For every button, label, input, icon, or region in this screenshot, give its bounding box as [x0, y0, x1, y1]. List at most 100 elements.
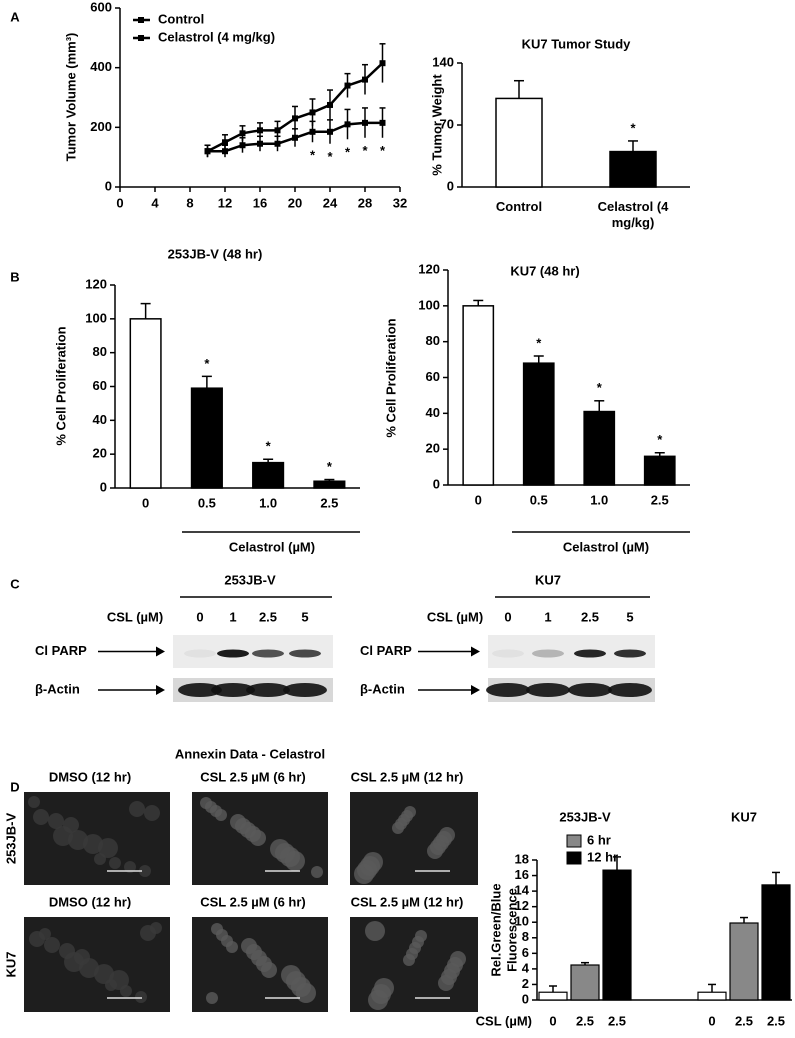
y-tick-label: 12: [515, 898, 529, 913]
point: [344, 121, 351, 128]
blot-band: [492, 649, 524, 658]
annotation: *: [536, 335, 542, 350]
blot-band: [532, 649, 564, 658]
point: [274, 140, 281, 147]
lane: 0: [196, 609, 203, 624]
y-tick-label: 8: [522, 929, 529, 944]
y-tick-label: 140: [432, 54, 454, 69]
cell: [109, 857, 121, 869]
arrow-head: [471, 685, 480, 695]
y-tick-label: 80: [93, 344, 107, 359]
cell: [29, 931, 45, 947]
image-caption: CSL 2.5 µM (12 hr): [351, 769, 464, 784]
image-caption: CSL 2.5 µM (12 hr): [351, 894, 464, 909]
legend-swatch: [566, 834, 582, 848]
cell: [83, 834, 103, 854]
cell: [129, 801, 145, 817]
bar: [252, 461, 285, 489]
cell: [64, 952, 84, 972]
arrow-head: [471, 646, 480, 657]
bar: [462, 305, 495, 486]
annotation: *: [266, 439, 272, 454]
y-axis-label: Tumor Volume (mm³): [63, 33, 78, 162]
y-tick-label: 120: [85, 276, 107, 291]
x-tick-label: 0.5: [530, 492, 548, 507]
annotation: *: [204, 356, 210, 371]
x-tick-label: 16: [253, 195, 267, 210]
row-label: β-Actin: [360, 681, 405, 696]
cell: [415, 930, 427, 942]
cell: [404, 806, 416, 818]
cell: [270, 839, 290, 859]
lane: 5: [626, 609, 633, 624]
x-axis-label: Celastrol (µM): [229, 539, 315, 554]
error-bar: [613, 856, 621, 871]
y-tick-label: 120: [418, 261, 440, 276]
y-axis-label: % Cell Proliferation: [383, 318, 398, 437]
panel-label: A: [10, 9, 20, 24]
cell: [98, 838, 118, 858]
y-tick-label: 0: [447, 178, 454, 193]
error-bar: [533, 355, 544, 364]
cell: [363, 852, 383, 872]
legend-label: 12 hr: [587, 849, 618, 864]
cell: [144, 805, 160, 821]
x-tick-label: 2.5: [576, 1013, 594, 1028]
legend-label: 6 hr: [587, 832, 611, 847]
cell: [28, 796, 40, 808]
blot-band: [283, 683, 327, 697]
bar: [643, 455, 676, 486]
y-tick-label: 0: [105, 178, 112, 193]
lane: 2.5: [259, 609, 277, 624]
y-tick-label: 20: [93, 446, 107, 461]
cell: [439, 827, 455, 843]
point: [309, 109, 316, 116]
x-tick-label: 1.0: [259, 495, 277, 510]
error-bar: [514, 79, 524, 99]
cell: [311, 866, 323, 878]
x-tick-label: 8: [186, 195, 193, 210]
blot-band: [217, 649, 249, 658]
x-tick-label: 32: [393, 195, 407, 210]
x-axis-label: CSL (µM): [476, 1013, 532, 1028]
x-tick-label: 2.5: [320, 495, 338, 510]
annotation: *: [597, 380, 603, 395]
cell: [79, 958, 99, 978]
cell: [374, 978, 394, 998]
annotation: *: [310, 148, 316, 163]
point: [257, 127, 263, 134]
x-tick-label: 20: [288, 195, 302, 210]
cell: [365, 921, 385, 941]
error-bar: [628, 140, 638, 152]
lane: 0: [504, 609, 511, 624]
row-label: Cl PARP: [360, 643, 412, 658]
x-tick-label: 12: [218, 195, 232, 210]
y-tick-label: 100: [85, 310, 107, 325]
panel-label: D: [10, 779, 19, 794]
x-tick-label: Celastrol (4 mg/kg): [597, 199, 669, 230]
x-tick-label: 2.5: [767, 1013, 785, 1028]
chart-title: KU7 (48 hr): [510, 263, 579, 278]
point: [327, 128, 333, 135]
lane-label: CSL (µM): [427, 609, 483, 624]
x-tick-label: 28: [358, 195, 372, 210]
legend-marker: [138, 35, 144, 41]
row-label: β-Actin: [35, 681, 80, 696]
cell: [33, 809, 49, 825]
point: [257, 140, 263, 147]
group-label: KU7: [731, 809, 757, 824]
y-tick-label: 0: [433, 476, 440, 491]
y-tick-label: 80: [426, 333, 440, 348]
y-tick-label: 14: [515, 883, 530, 898]
x-tick-label: 2.5: [651, 492, 669, 507]
blot-band: [614, 649, 646, 658]
legend-marker: [138, 17, 144, 23]
lane: 2.5: [581, 609, 599, 624]
bar: [729, 922, 759, 1001]
point: [292, 134, 298, 141]
y-tick-label: 70: [440, 116, 454, 131]
x-tick-label: 0.5: [198, 495, 216, 510]
cell: [105, 979, 117, 991]
cell: [230, 814, 246, 830]
